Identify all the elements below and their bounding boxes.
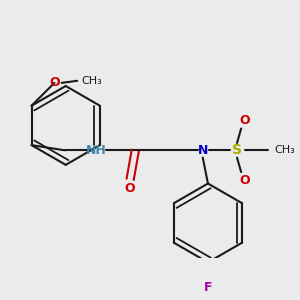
Text: S: S bbox=[232, 143, 242, 157]
Text: N: N bbox=[198, 144, 208, 157]
Text: O: O bbox=[49, 76, 60, 89]
Text: O: O bbox=[239, 114, 250, 127]
Text: O: O bbox=[239, 174, 250, 187]
Text: CH₃: CH₃ bbox=[81, 76, 102, 86]
Text: F: F bbox=[204, 281, 212, 294]
Text: NH: NH bbox=[85, 144, 106, 157]
Text: O: O bbox=[125, 182, 136, 195]
Text: CH₃: CH₃ bbox=[274, 145, 295, 155]
